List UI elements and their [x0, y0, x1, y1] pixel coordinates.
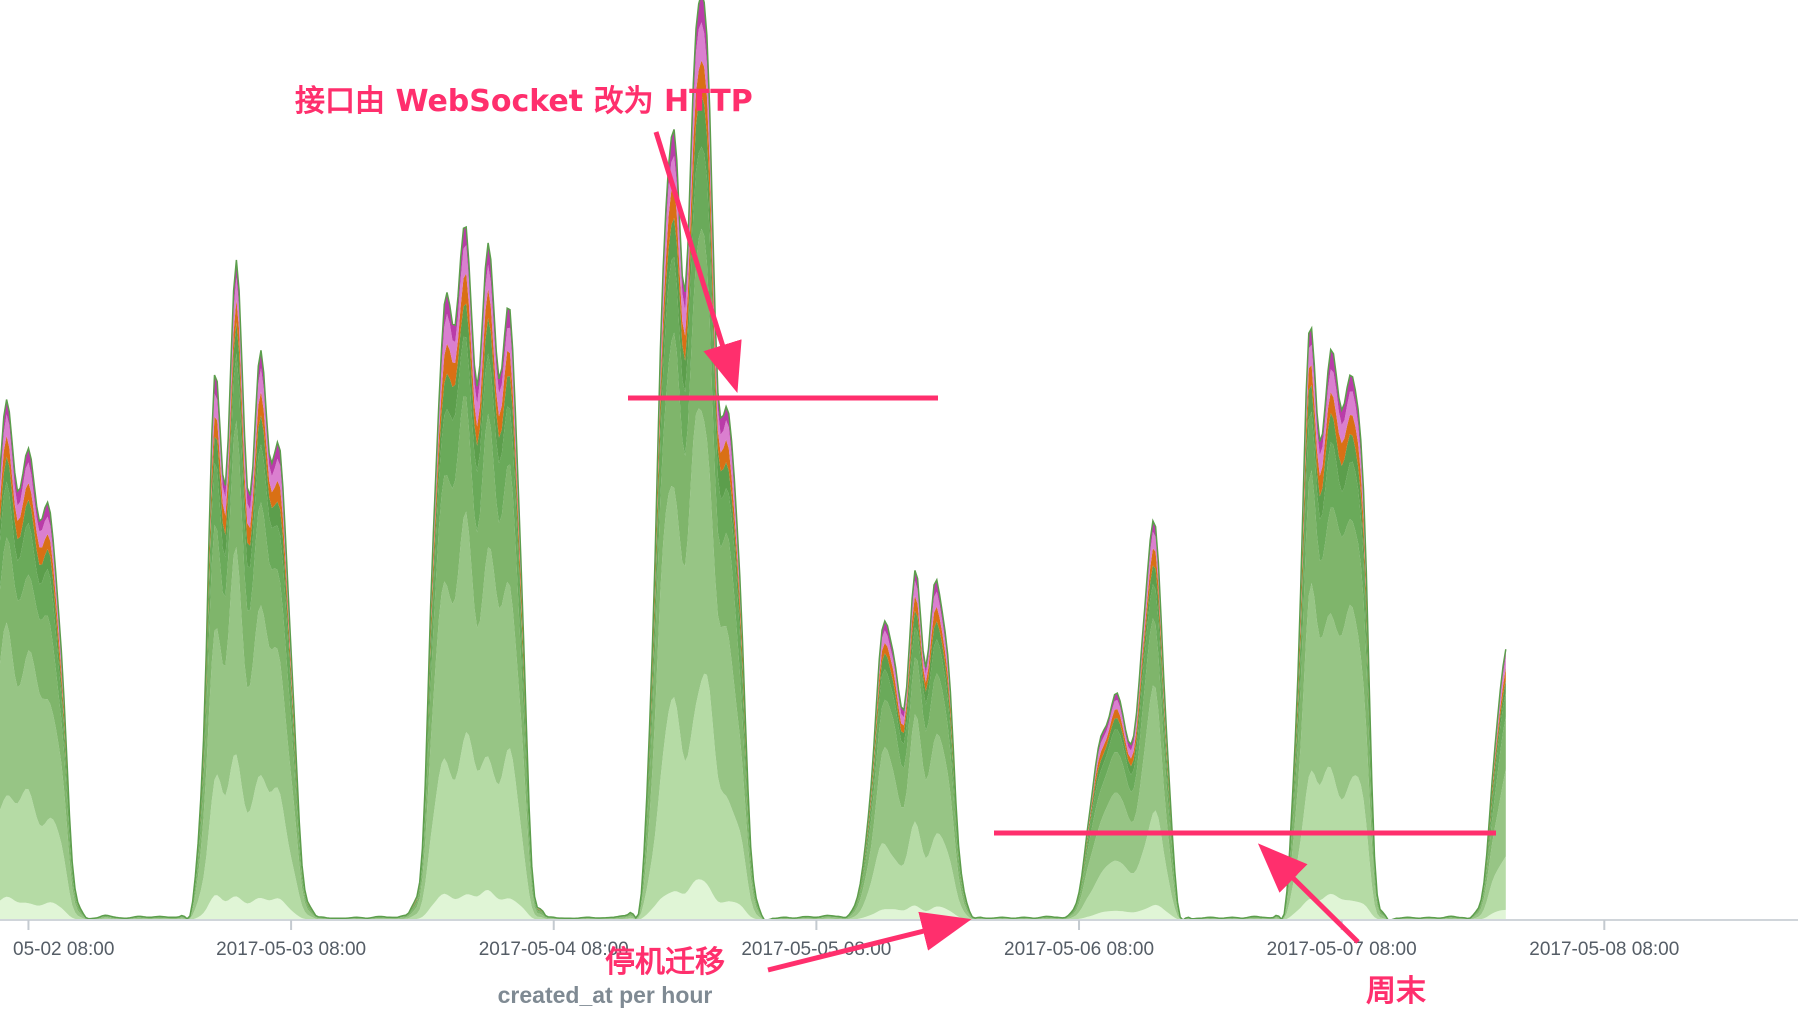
annotation-weekend: 周末	[994, 830, 1496, 1009]
series-area-2	[0, 673, 1506, 920]
series-outline	[0, 0, 1507, 921]
x-tick-label: 05-02 08:00	[13, 939, 114, 960]
annotation-migration: 停机迁移	[605, 911, 972, 980]
x-tick-label: 2017-05-05 08:00	[741, 939, 891, 960]
annotation-migration-label: 停机迁移	[605, 945, 725, 980]
x-tick-label: 2017-05-08 08:00	[1529, 939, 1679, 960]
annotation-api-change: 接口由 WebSocket 改为 HTTP	[295, 84, 938, 401]
annotation-weekend-label: 周末	[1366, 974, 1426, 1009]
annotation-weekend-arrow	[1257, 843, 1360, 944]
annotation-api-change-arrow	[653, 131, 742, 393]
series-area-1	[0, 879, 1506, 920]
x-axis-title: created_at per hour	[498, 982, 713, 1008]
annotation-api-change-label: 接口由 WebSocket 改为 HTTP	[295, 84, 753, 119]
x-tick-label: 2017-05-06 08:00	[1004, 939, 1154, 960]
x-tick-label: 2017-05-03 08:00	[216, 939, 366, 960]
series-layer	[0, 0, 1507, 921]
x-tick-label: 2017-05-04 08:00	[479, 939, 629, 960]
x-tick-label: 2017-05-07 08:00	[1267, 939, 1417, 960]
x-axis-ticks: 05-02 08:00 2017-05-03 08:00 2017-05-04 08…	[13, 920, 1679, 960]
annotation-migration-arrow	[767, 911, 972, 973]
